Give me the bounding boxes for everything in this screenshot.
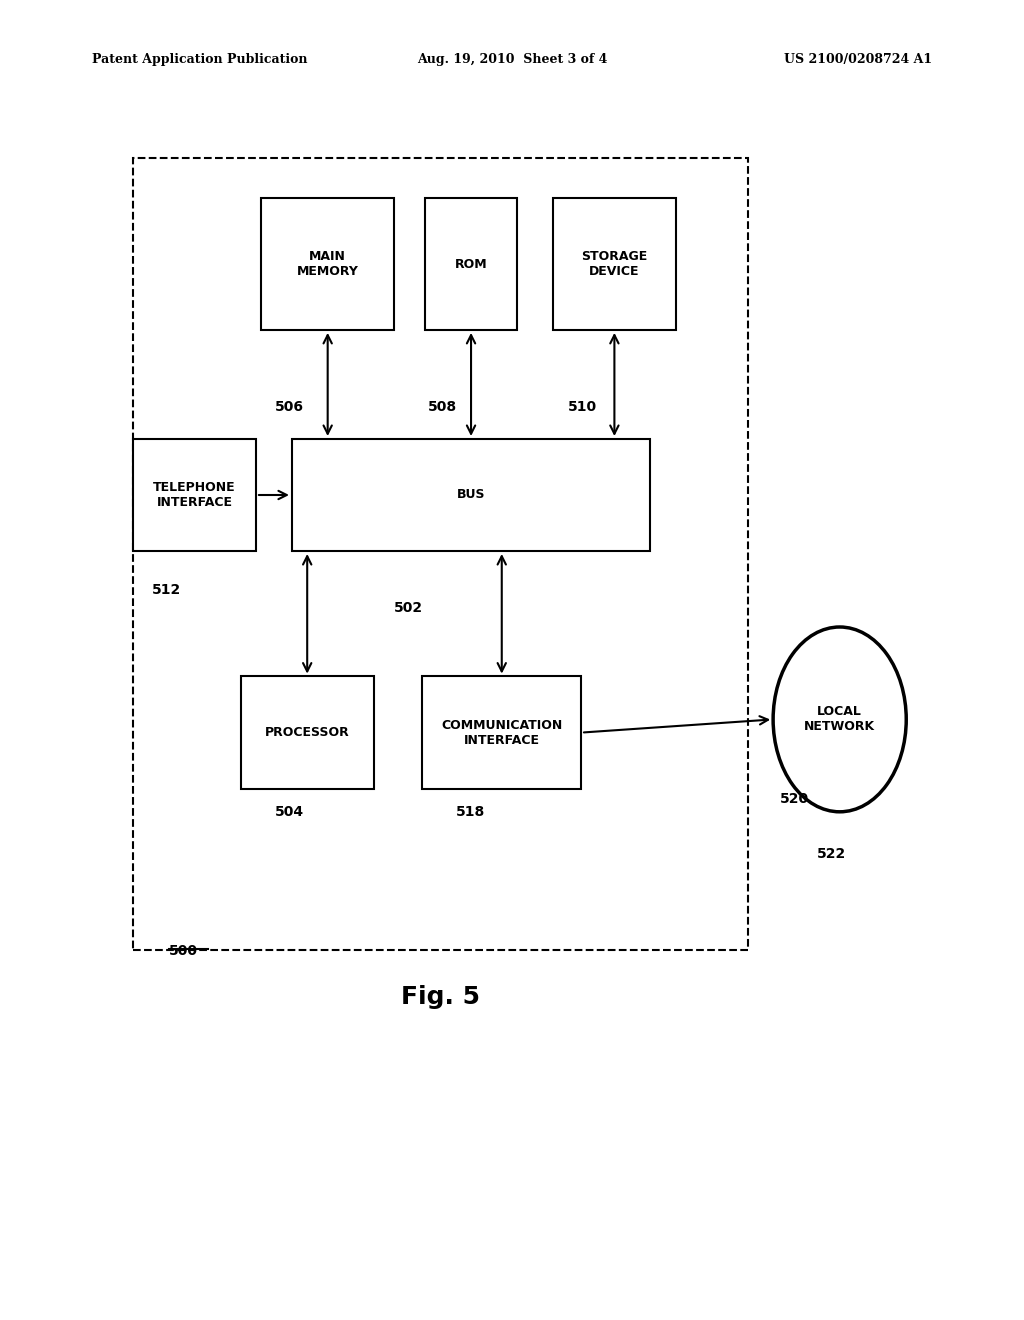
Text: US 2100/0208724 A1: US 2100/0208724 A1 [783,53,932,66]
Text: TELEPHONE
INTERFACE: TELEPHONE INTERFACE [154,480,236,510]
FancyBboxPatch shape [292,438,650,552]
FancyBboxPatch shape [241,676,374,788]
Text: BUS: BUS [457,488,485,502]
Text: Aug. 19, 2010  Sheet 3 of 4: Aug. 19, 2010 Sheet 3 of 4 [417,53,607,66]
Text: 512: 512 [152,583,181,598]
FancyBboxPatch shape [425,198,517,330]
FancyBboxPatch shape [422,676,582,788]
Text: 508: 508 [428,400,457,414]
Text: 510: 510 [568,400,597,414]
Text: COMMUNICATION
INTERFACE: COMMUNICATION INTERFACE [441,718,562,747]
Text: MAIN
MEMORY: MAIN MEMORY [297,249,358,279]
Text: 522: 522 [817,847,847,862]
Text: 520: 520 [780,792,809,807]
Ellipse shape [773,627,906,812]
Text: ROM: ROM [455,257,487,271]
Text: 518: 518 [456,805,485,820]
Text: PROCESSOR: PROCESSOR [265,726,349,739]
Text: 502: 502 [394,601,423,615]
Text: LOCAL
NETWORK: LOCAL NETWORK [804,705,876,734]
Text: STORAGE
DEVICE: STORAGE DEVICE [582,249,647,279]
Text: Fig. 5: Fig. 5 [400,985,480,1008]
Text: 504: 504 [274,805,303,820]
FancyBboxPatch shape [553,198,676,330]
Text: Patent Application Publication: Patent Application Publication [92,53,307,66]
FancyBboxPatch shape [261,198,394,330]
Text: 506: 506 [274,400,303,414]
Text: 500: 500 [169,944,198,958]
FancyBboxPatch shape [133,438,256,552]
